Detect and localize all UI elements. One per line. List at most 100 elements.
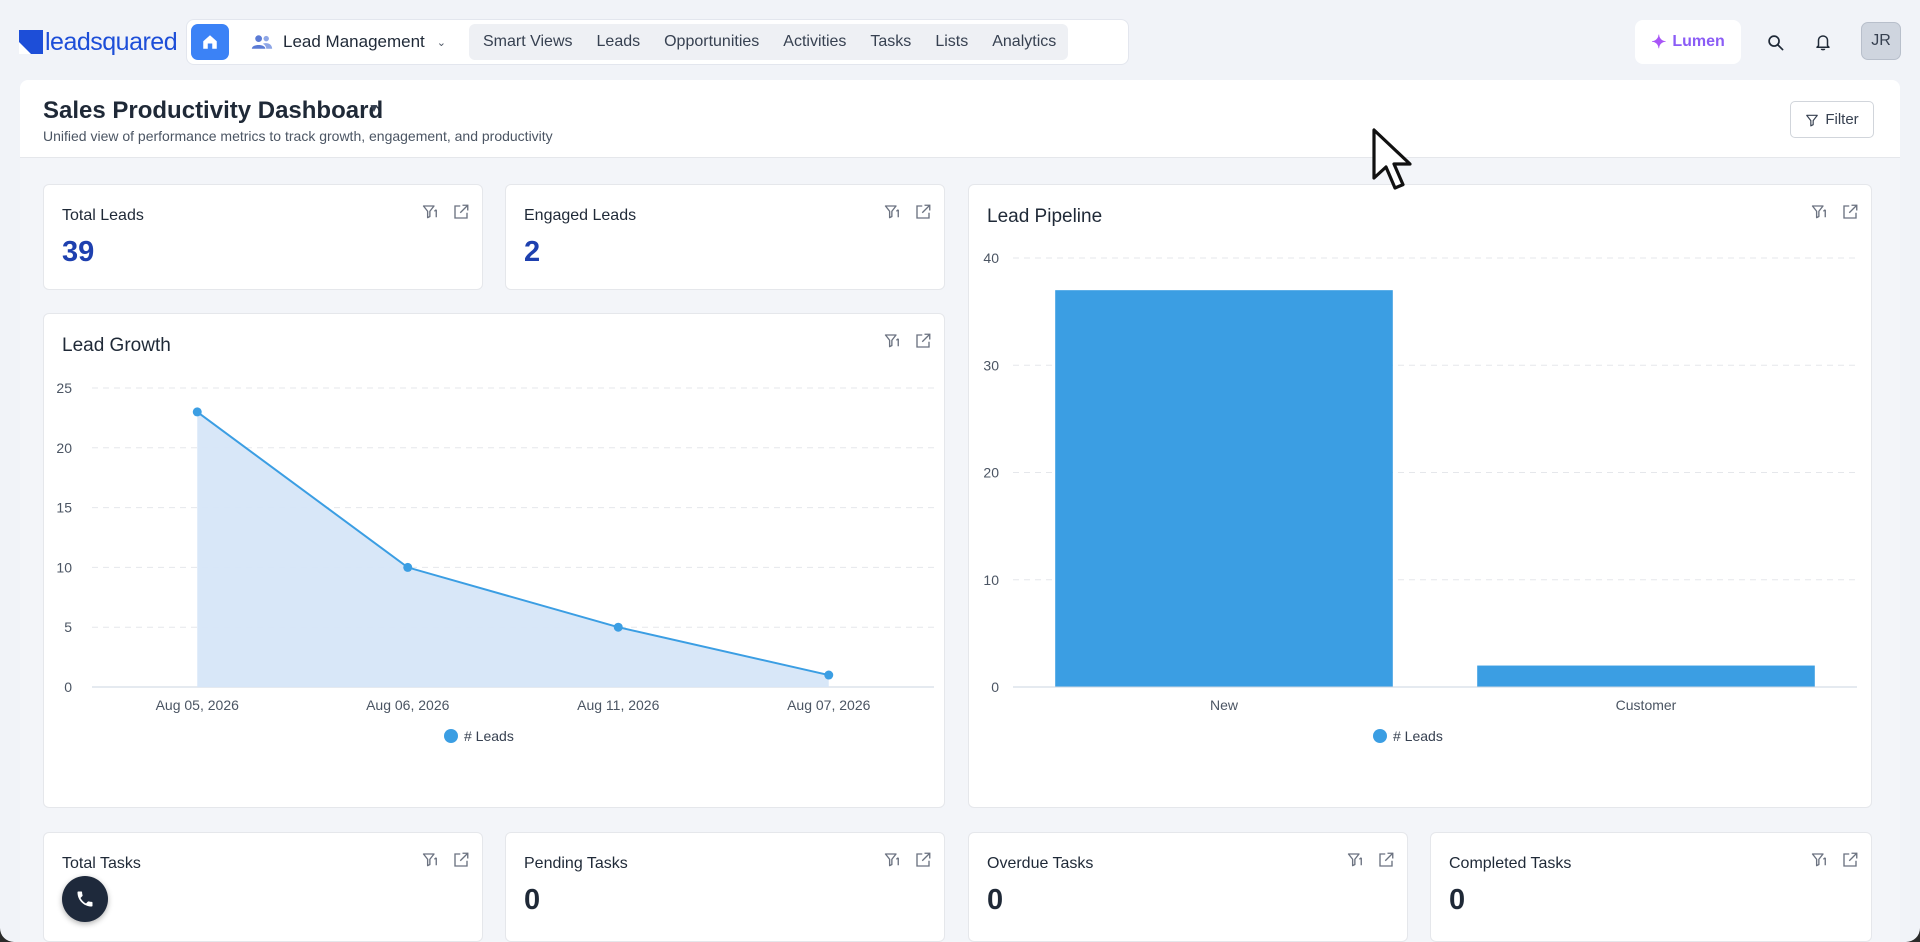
- open-external-icon[interactable]: [1841, 203, 1859, 221]
- leadsquared-logo[interactable]: leadsquared: [19, 27, 178, 57]
- x-tick-label: Aug 07, 2026: [787, 697, 871, 713]
- mouse-cursor-icon: [1372, 128, 1412, 190]
- y-tick-label: 30: [983, 357, 999, 373]
- lead-growth-chart[interactable]: 0 5 10 15 20 25 Aug 05, 2026 Aug 06, 2026 Aug 11…: [44, 314, 946, 809]
- y-tick-label: 25: [56, 380, 72, 396]
- kpi-card-overdue-tasks[interactable]: Overdue Tasks 0: [968, 832, 1408, 942]
- bar: [1055, 290, 1393, 687]
- filter-icon[interactable]: [1811, 851, 1829, 869]
- x-tick-label: Aug 05, 2026: [156, 697, 240, 713]
- open-external-icon[interactable]: [914, 851, 932, 869]
- dashboard-header: Sales Productivity Dashboard ▼ Unified v…: [20, 80, 1900, 158]
- bell-icon: [1816, 35, 1830, 51]
- area-fill: [197, 411, 829, 687]
- bar: [1477, 665, 1815, 687]
- module-selector[interactable]: Lead Management ⌄: [237, 24, 459, 60]
- lead-pipeline-chart[interactable]: 0 10 20 30 40 New Customer: [969, 185, 1873, 809]
- kpi-label: Completed Tasks: [1449, 855, 1572, 872]
- nav-leads[interactable]: Leads: [596, 33, 641, 50]
- legend-marker: [1373, 729, 1387, 743]
- nav-smart-views[interactable]: Smart Views: [483, 33, 573, 50]
- y-tick-label: 5: [64, 619, 72, 635]
- open-external-icon[interactable]: [1841, 851, 1859, 869]
- chart-title: Lead Growth: [62, 335, 171, 356]
- notifications-button[interactable]: [1809, 28, 1837, 56]
- data-point: [192, 407, 202, 417]
- kpi-value: 0: [987, 884, 1004, 916]
- open-external-icon[interactable]: [452, 851, 470, 869]
- y-tick-label: 0: [64, 679, 72, 695]
- kpi-card-completed-tasks[interactable]: Completed Tasks 0: [1430, 832, 1872, 942]
- search-button[interactable]: [1761, 28, 1789, 56]
- main-nav: Lead Management ⌄ Smart Views Leads Oppo…: [186, 19, 1129, 65]
- kpi-card-total-tasks[interactable]: Total Tasks: [43, 832, 483, 942]
- dashboard-title[interactable]: Sales Productivity Dashboard: [43, 97, 384, 124]
- data-point: [613, 622, 623, 632]
- phone-call-button[interactable]: [62, 876, 108, 922]
- lumen-button[interactable]: ✦ Lumen: [1635, 20, 1741, 64]
- y-tick-label: 15: [56, 500, 72, 516]
- kpi-card-total-leads[interactable]: Total Leads 39: [43, 184, 483, 290]
- user-avatar[interactable]: JR: [1861, 22, 1901, 60]
- filter-icon[interactable]: [422, 851, 440, 869]
- home-icon: [203, 35, 217, 49]
- y-tick-label: 10: [983, 572, 999, 588]
- dashboard-panel: Sales Productivity Dashboard ▼ Unified v…: [20, 80, 1900, 942]
- filter-icon[interactable]: [884, 851, 902, 869]
- home-button[interactable]: [191, 24, 229, 60]
- card-actions: [884, 851, 932, 869]
- data-point: [403, 562, 413, 572]
- x-tick-label: Customer: [1616, 697, 1677, 713]
- x-tick-label: Aug 11, 2026: [577, 697, 659, 713]
- logo-text: leadsquared: [45, 27, 178, 56]
- kpi-label: Total Tasks: [62, 855, 141, 872]
- top-navigation-bar: leadsquared Lead Management ⌄ Smart Vie: [0, 0, 1920, 80]
- filter-icon[interactable]: [1811, 203, 1829, 221]
- card-actions: [884, 332, 932, 350]
- card-actions: [422, 203, 470, 221]
- open-external-icon[interactable]: [914, 332, 932, 350]
- kpi-value: 0: [1449, 884, 1466, 916]
- filter-icon[interactable]: [884, 203, 902, 221]
- caret-down-icon[interactable]: ▼: [368, 101, 380, 115]
- filter-label: Filter: [1825, 111, 1859, 128]
- y-tick-label: 0: [991, 679, 999, 695]
- open-external-icon[interactable]: [452, 203, 470, 221]
- filter-icon[interactable]: [884, 332, 902, 350]
- kpi-card-engaged-leads[interactable]: Engaged Leads 2: [505, 184, 945, 290]
- nav-lists[interactable]: Lists: [935, 33, 969, 50]
- filter-button[interactable]: Filter: [1790, 101, 1874, 138]
- y-tick-label: 10: [56, 559, 72, 575]
- kpi-label: Engaged Leads: [524, 207, 637, 224]
- filter-icon[interactable]: [1347, 851, 1365, 869]
- chart-card-lead-pipeline: Lead Pipeline 0 10 20 30 40 New Customer # Lea…: [968, 184, 1872, 808]
- kpi-value: 2: [524, 236, 541, 268]
- logo-mark-icon: [19, 30, 43, 54]
- nav-activities[interactable]: Activities: [783, 33, 847, 50]
- chart-legend[interactable]: # Leads: [444, 728, 514, 744]
- series-line: [196, 411, 829, 677]
- y-tick-label: 20: [983, 465, 999, 481]
- open-external-icon[interactable]: [914, 203, 932, 221]
- card-actions: [1811, 851, 1859, 869]
- kpi-card-pending-tasks[interactable]: Pending Tasks 0: [505, 832, 945, 942]
- legend-marker: [444, 729, 458, 743]
- nav-opportunities[interactable]: Opportunities: [664, 33, 760, 50]
- nav-tasks[interactable]: Tasks: [870, 33, 912, 50]
- legend-label: # Leads: [464, 728, 514, 744]
- sparkle-icon: ✦: [1651, 31, 1667, 52]
- phone-icon: [77, 891, 93, 907]
- kpi-value: 0: [524, 884, 541, 916]
- chart-title: Lead Pipeline: [987, 206, 1103, 227]
- card-actions: [1347, 851, 1395, 869]
- card-actions: [1811, 203, 1859, 221]
- open-external-icon[interactable]: [1377, 851, 1395, 869]
- kpi-label: Overdue Tasks: [987, 855, 1094, 872]
- funnel-icon: [1806, 114, 1819, 126]
- y-tick-label: 20: [56, 440, 72, 456]
- y-tick-label: 40: [983, 250, 999, 266]
- chart-legend[interactable]: # Leads: [1373, 728, 1443, 744]
- nav-analytics[interactable]: Analytics: [992, 33, 1057, 50]
- filter-icon[interactable]: [422, 203, 440, 221]
